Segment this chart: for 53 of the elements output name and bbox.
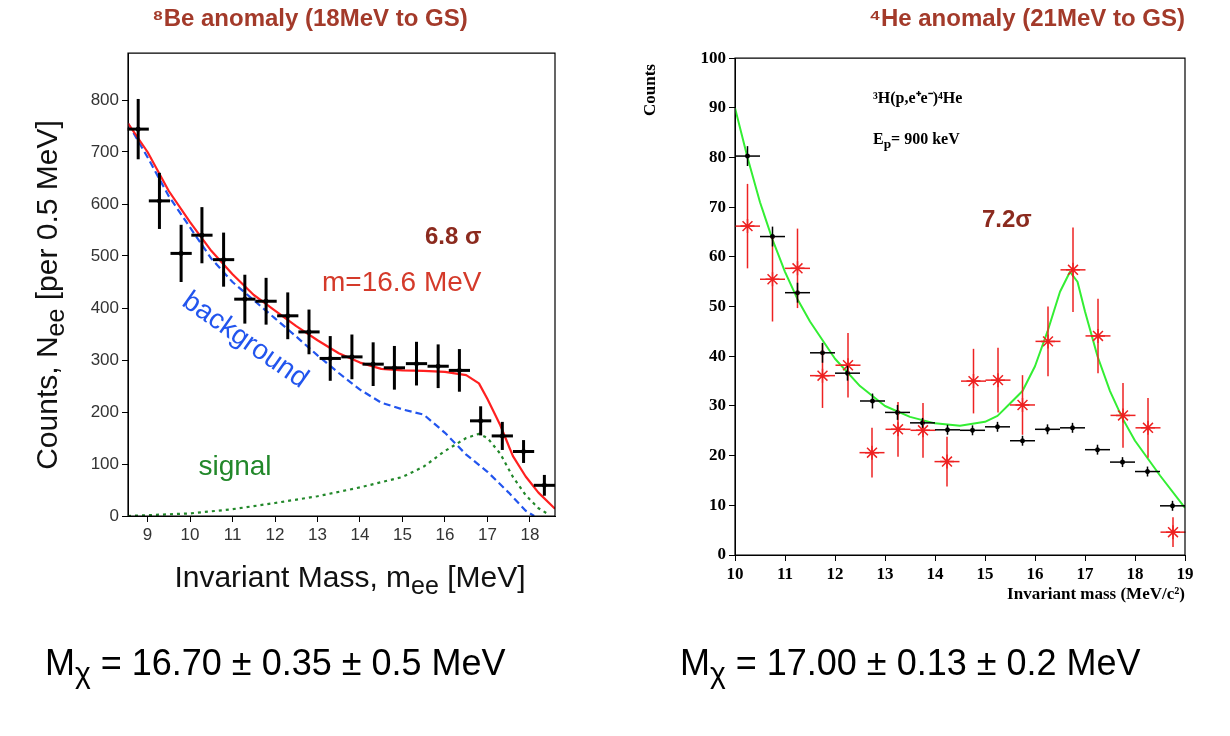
x-tick-label: 17 [477, 524, 497, 544]
y-tick-label: 100 [700, 47, 726, 67]
x-tick-label: 18 [1126, 563, 1144, 583]
y-tick-label: 10 [709, 494, 726, 514]
y-tick-label: 90 [709, 97, 726, 117]
y-tick-label: 80 [709, 146, 726, 166]
x-tick-label: 12 [826, 563, 844, 583]
text: M$_{χ}$ = 16.70 ± 0.35 ± 0.5 MeV [45, 642, 506, 691]
x-tick-label: 10 [726, 563, 744, 583]
y-tick-label: 700 [90, 141, 119, 161]
y-tick-label: 70 [709, 196, 726, 216]
chart-title: ⁸Be anomaly (18MeV to GS) [151, 4, 469, 32]
x-tick-label: 10 [180, 524, 200, 544]
y-tick-label: 500 [90, 245, 119, 265]
x-tick-label: 17 [1076, 563, 1094, 583]
y-tick-label: 30 [709, 395, 726, 415]
y-tick-label: 0 [717, 544, 726, 564]
y-tick-label: 800 [90, 89, 119, 109]
x-tick-label: 15 [393, 524, 412, 544]
y-tick-label: 20 [709, 445, 726, 465]
y-tick-label: 400 [90, 297, 119, 317]
annotation: 7.2σ [982, 205, 1032, 233]
y-tick-label: 300 [90, 349, 119, 369]
y-tick-label: 600 [90, 193, 119, 213]
chart-title: ⁴He anomaly (21MeV to GS) [868, 4, 1186, 32]
annotation: E$_{p}$= 900 keV [873, 130, 960, 153]
x-tick-label: 16 [435, 524, 455, 544]
x-tick-label: 13 [308, 524, 327, 544]
x-axis-title: Invariant mass (MeV/c²) [1006, 584, 1185, 604]
x-tick-label: 14 [926, 563, 944, 583]
y-tick-label: 50 [709, 295, 726, 315]
x-tick-label: 14 [350, 524, 370, 544]
x-tick-label: 13 [876, 563, 894, 583]
y-tick-label: 200 [90, 401, 119, 421]
x-tick-label: 11 [776, 563, 794, 583]
x-tick-label: 18 [520, 524, 540, 544]
y-tick-label: 60 [709, 246, 726, 266]
x-tick-label: 11 [223, 524, 242, 544]
annotation: m=16.6 MeV [322, 266, 482, 298]
x-tick-label: 9 [142, 524, 153, 544]
series-label: signal [198, 449, 272, 481]
x-axis-title: Invariant Mass, m$_{ee}$ [MeV] [173, 560, 527, 600]
x-tick-label: 16 [1026, 563, 1044, 583]
annotation: ³H(p,e⁺e⁻)⁴He [873, 88, 963, 108]
y-tick-label: 0 [109, 505, 119, 525]
y-tick-label: 100 [90, 453, 119, 473]
x-tick-label: 19 [1176, 563, 1194, 583]
x-tick-label: 15 [976, 563, 994, 583]
x-tick-label: 12 [265, 524, 285, 544]
y-tick-label: 40 [709, 345, 726, 365]
annotation: 6.8 σ [425, 222, 482, 250]
y-axis-title: Counts [640, 64, 660, 116]
text: M$_{χ}$ = 17.00 ± 0.13 ± 0.2 MeV [680, 642, 1141, 691]
